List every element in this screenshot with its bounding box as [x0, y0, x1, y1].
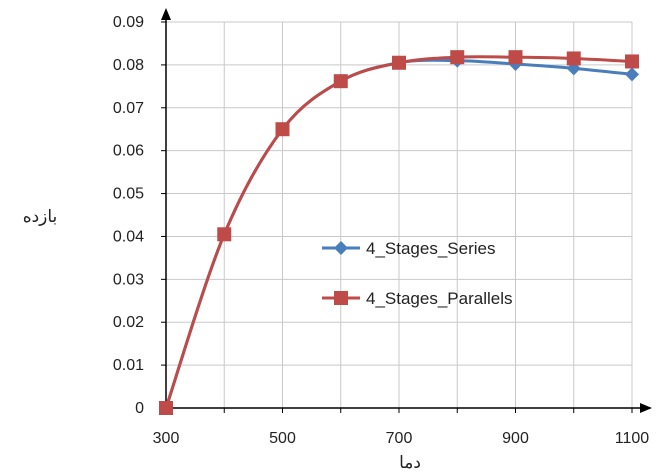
data-point [625, 54, 639, 69]
y-tick-label: 0.01 [113, 357, 144, 374]
series-1 [159, 50, 639, 415]
y-tick-label: 0.03 [113, 271, 144, 288]
tick-labels: 0 0.01 0.02 0.03 0.04 0.05 0.06 0.07 0.08 0.09 300… [113, 14, 649, 447]
x-tick-label: 700 [386, 430, 413, 447]
data-point [275, 122, 290, 137]
x-tick-label: 900 [502, 430, 529, 447]
y-tick-label: 0.05 [113, 186, 144, 203]
x-axis-title: دما [399, 453, 421, 473]
data-point [450, 50, 465, 65]
y-tick-label: 0.04 [113, 228, 144, 245]
series-layer [159, 50, 639, 415]
data-point [333, 74, 348, 89]
x-tick-label: 300 [153, 430, 180, 447]
data-point [625, 67, 639, 82]
x-tick-label: 500 [269, 430, 296, 447]
y-tick-label: 0.09 [113, 14, 144, 31]
y-tick-label: 0.08 [113, 57, 144, 74]
legend: 4_Stages_Series 4_Stages_Parallels [322, 239, 512, 308]
x-axis-arrow [640, 403, 652, 413]
legend-marker [334, 241, 348, 255]
y-axis-title: بازده [23, 207, 58, 227]
legend-label: 4_Stages_Parallels [366, 289, 512, 308]
grid [166, 21, 633, 408]
data-point [566, 51, 581, 66]
y-tick-label: 0 [135, 400, 144, 417]
data-point [217, 227, 232, 242]
data-point [508, 50, 523, 65]
y-tick-label: 0.02 [113, 314, 144, 331]
y-tick-label: 0.06 [113, 143, 144, 160]
legend-label: 4_Stages_Series [366, 239, 495, 258]
x-tick-label: 1100 [615, 430, 650, 447]
axes [160, 8, 652, 414]
legend-marker [334, 291, 348, 305]
y-tick-label: 0.07 [113, 100, 144, 117]
data-point [159, 401, 173, 415]
data-point [392, 55, 406, 70]
y-axis-arrow [161, 8, 171, 20]
